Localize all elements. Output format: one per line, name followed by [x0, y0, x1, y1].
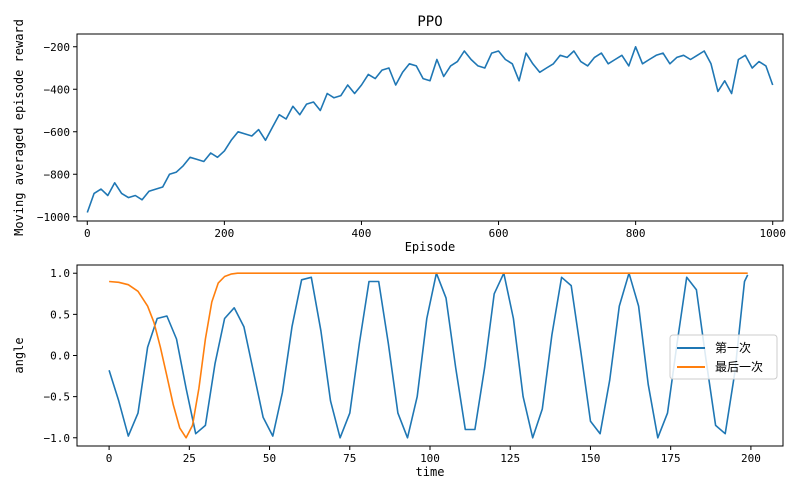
x-axis-label: Episode	[405, 240, 456, 254]
x-tick-label: 175	[661, 452, 681, 465]
y-tick-label: −1.0	[44, 432, 71, 445]
x-tick-label: 0	[84, 227, 91, 240]
chart-panel-1: 0 200 400 600 800 1000 −1000 −800 −600 −400 −200 PP…	[12, 14, 786, 254]
y-tick-label: 1.0	[50, 267, 70, 280]
x-tick-label: 75	[343, 452, 356, 465]
x-tick-label: 100	[420, 452, 440, 465]
y-tick-label: −600	[44, 126, 71, 139]
y-tick-label: 0.5	[50, 308, 70, 321]
y-tick-label: −1000	[37, 211, 70, 224]
x-tick-label: 125	[500, 452, 520, 465]
x-tick-label: 600	[489, 227, 509, 240]
series-line-2-1	[108, 272, 749, 439]
series-line-1-1	[86, 46, 774, 213]
legend-entry: 最后一次	[715, 360, 763, 374]
x-tick-label: 1000	[759, 227, 786, 240]
y-tick-label: −200	[44, 41, 71, 54]
x-tick-label: 400	[352, 227, 372, 240]
plot-frame	[76, 33, 784, 222]
x-axis-label: time	[416, 465, 445, 479]
x-tick-label: 50	[263, 452, 276, 465]
chart-title: PPO	[417, 14, 442, 30]
y-tick-label: −0.5	[44, 391, 71, 404]
y-tick-label: 0.0	[50, 350, 70, 363]
y-axis-label: angle	[12, 337, 26, 373]
y-tick-label: −400	[44, 83, 71, 96]
x-tick-label: 800	[626, 227, 646, 240]
x-tick-label: 25	[183, 452, 196, 465]
x-tick-label: 200	[214, 227, 234, 240]
legend-entry: 第一次	[715, 341, 751, 355]
x-tick-label: 150	[581, 452, 601, 465]
x-tick-label: 0	[106, 452, 113, 465]
y-tick-label: −800	[44, 168, 71, 181]
y-axis-label: Moving averaged episode reward	[12, 19, 26, 236]
x-tick-label: 200	[741, 452, 761, 465]
series-line-2-2	[109, 272, 748, 439]
chart-panel-2: 0 25 50 75 100 125 150 175 200 −1.0 −0.5 0.0 0.5 1.0 t…	[12, 264, 784, 479]
